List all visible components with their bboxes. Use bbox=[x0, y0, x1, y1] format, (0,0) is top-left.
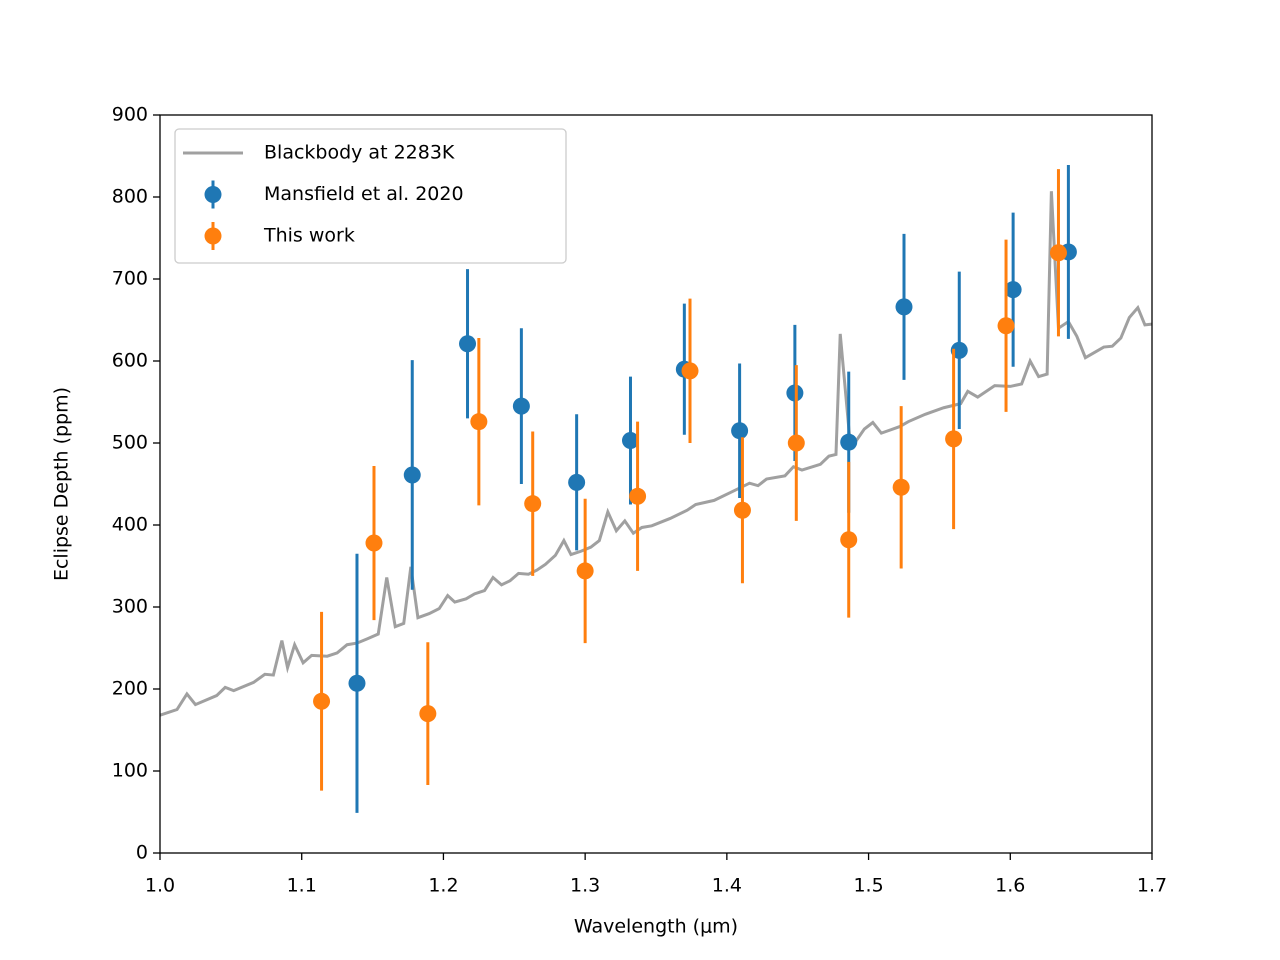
data-point bbox=[997, 317, 1015, 335]
legend-label: Blackbody at 2283K bbox=[264, 142, 455, 164]
y-tick-label: 100 bbox=[112, 760, 148, 782]
y-tick-label: 700 bbox=[112, 268, 148, 290]
blackbody-line bbox=[160, 191, 1152, 717]
data-point bbox=[470, 413, 488, 431]
data-point bbox=[568, 473, 586, 491]
y-axis-label: Eclipse Depth (ppm) bbox=[51, 387, 73, 581]
x-tick-label: 1.7 bbox=[1137, 875, 1167, 897]
data-point bbox=[895, 298, 913, 316]
data-point bbox=[621, 432, 639, 450]
plot-frame bbox=[159, 114, 1153, 854]
data-point bbox=[348, 674, 366, 692]
y-tick-label: 800 bbox=[112, 186, 148, 208]
legend-box bbox=[174, 128, 567, 264]
data-point bbox=[787, 434, 805, 452]
x-tick-label: 1.6 bbox=[995, 875, 1025, 897]
x-axis-label: Wavelength (μm) bbox=[574, 916, 738, 938]
data-point bbox=[313, 692, 331, 710]
data-point bbox=[403, 466, 421, 484]
x-tick-label: 1.1 bbox=[287, 875, 317, 897]
data-point bbox=[576, 562, 594, 580]
legend-marker bbox=[204, 186, 222, 203]
data-point bbox=[731, 422, 749, 440]
data-point bbox=[524, 495, 542, 513]
data-point bbox=[512, 397, 530, 415]
data-point bbox=[459, 335, 477, 353]
y-tick-label: 400 bbox=[112, 514, 148, 536]
data-point bbox=[629, 487, 647, 505]
x-tick-label: 1.0 bbox=[145, 875, 175, 897]
data-point bbox=[945, 430, 963, 448]
y-tick-label: 200 bbox=[112, 678, 148, 700]
legend-label: Mansfield et al. 2020 bbox=[264, 183, 464, 205]
legend-marker bbox=[204, 227, 222, 245]
data-point bbox=[840, 433, 858, 451]
data-point bbox=[419, 705, 437, 723]
y-tick-label: 300 bbox=[112, 596, 148, 618]
data-point bbox=[733, 501, 751, 519]
x-tick-label: 1.4 bbox=[712, 875, 742, 897]
data-point bbox=[840, 531, 858, 549]
data-point bbox=[892, 478, 910, 496]
data-point bbox=[1004, 281, 1022, 299]
data-point bbox=[1049, 244, 1067, 262]
legend-label: This work bbox=[263, 225, 355, 247]
x-tick-label: 1.3 bbox=[570, 875, 600, 897]
data-point bbox=[365, 534, 383, 552]
x-tick-label: 1.5 bbox=[853, 875, 883, 897]
y-tick-label: 500 bbox=[112, 432, 148, 454]
data-point bbox=[681, 362, 699, 380]
y-tick-label: 600 bbox=[112, 350, 148, 372]
x-tick-label: 1.2 bbox=[428, 875, 458, 897]
y-tick-label: 0 bbox=[136, 842, 148, 864]
y-tick-label: 900 bbox=[112, 104, 148, 126]
